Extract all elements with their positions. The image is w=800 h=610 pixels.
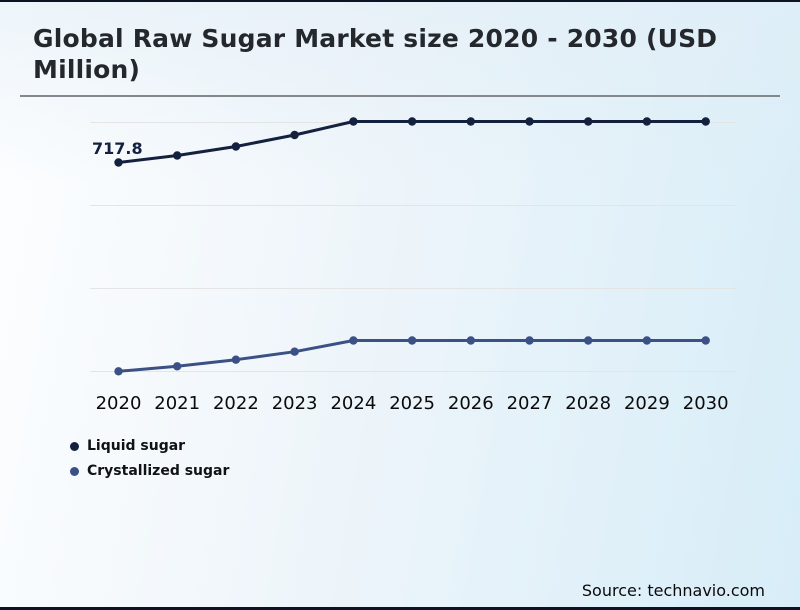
svg-text:2021: 2021	[154, 393, 200, 414]
svg-text:2026: 2026	[448, 393, 494, 414]
title-divider	[20, 95, 780, 97]
svg-text:2022: 2022	[213, 393, 259, 414]
chart-legend: Liquid sugar Crystallized sugar	[70, 438, 229, 479]
svg-text:2025: 2025	[389, 393, 435, 414]
page-title: Global Raw Sugar Market size 2020 - 2030…	[33, 24, 718, 84]
source-attribution: Source: technavio.com	[581, 581, 765, 600]
svg-text:2027: 2027	[507, 393, 553, 414]
legend-item-liquid-sugar: Liquid sugar	[70, 438, 229, 454]
legend-label: Liquid sugar	[87, 438, 186, 454]
svg-text:717.8: 717.8	[92, 139, 143, 158]
svg-text:2028: 2028	[565, 393, 611, 414]
svg-text:2030: 2030	[683, 393, 729, 414]
legend-marker-icon	[70, 466, 79, 476]
legend-marker-icon	[70, 441, 79, 451]
legend-item-crystallized-sugar: Crystallized sugar	[70, 463, 229, 479]
svg-text:2023: 2023	[272, 393, 318, 414]
svg-text:2024: 2024	[330, 393, 376, 414]
svg-text:2020: 2020	[96, 393, 142, 414]
svg-text:2029: 2029	[624, 393, 670, 414]
legend-label: Crystallized sugar	[87, 463, 230, 479]
